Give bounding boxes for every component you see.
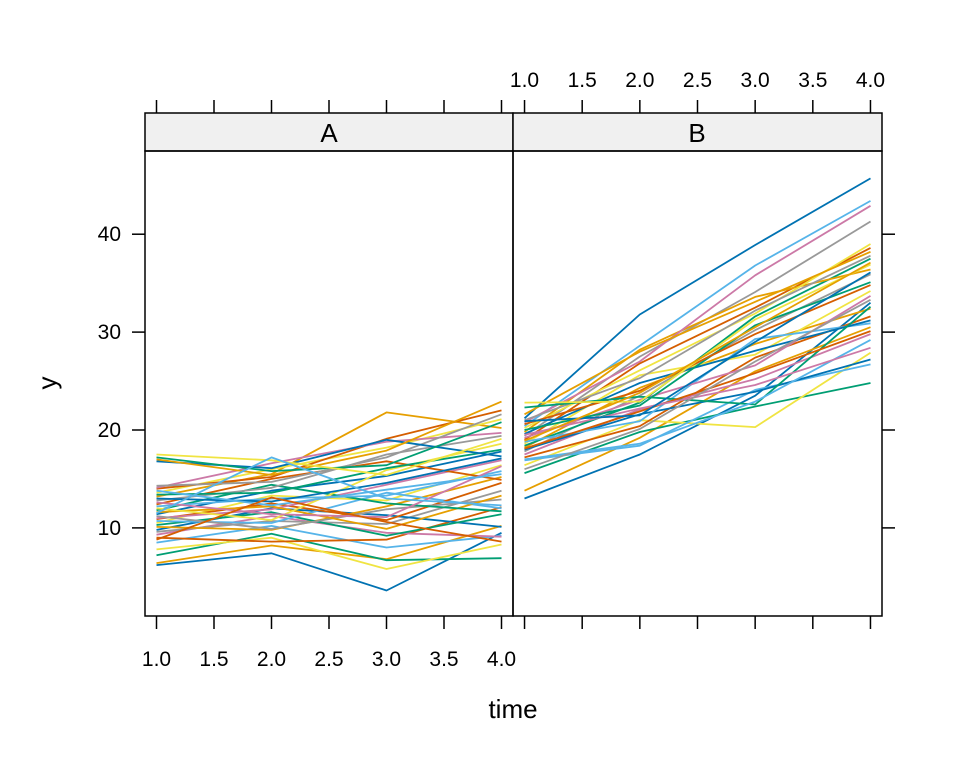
- panel-b-series-line: [524, 261, 871, 442]
- y-tick-label: 20: [98, 419, 121, 442]
- panel-b-series-line: [524, 346, 871, 436]
- panel-a-series-line: [156, 456, 502, 515]
- panel-b-x-tick-label: 3.5: [798, 69, 827, 92]
- panel-b-series-line: [524, 299, 871, 471]
- panel-a-x-tick-label: 2.0: [257, 648, 286, 671]
- x-axis-title: time: [488, 694, 537, 724]
- panel-b-x-tick-label: 1.5: [568, 69, 597, 92]
- panel-b-x-tick-label: 3.0: [741, 69, 770, 92]
- panel-b-x-tick-label: 4.0: [856, 69, 885, 92]
- panel-a-series-line: [156, 473, 502, 507]
- panel-b-series-line: [524, 339, 871, 461]
- panel-a-x-tick-label: 3.5: [429, 648, 458, 671]
- panel-b-series-line: [524, 330, 871, 450]
- panel-a-series-line: [156, 413, 502, 487]
- panel-a-series-line: [156, 432, 502, 489]
- panel-b: B: [512, 112, 883, 617]
- panel-b-series-line: [524, 254, 871, 422]
- panel-b-series-line: [524, 250, 871, 416]
- panel-b-x-tick-label: 2.0: [625, 69, 654, 92]
- y-axis-title: y: [32, 377, 62, 390]
- panel-b-series-line: [524, 205, 871, 423]
- panel-a-series-line: [156, 448, 502, 496]
- panel-b-frame: [512, 150, 883, 617]
- panel-b-series-line: [524, 271, 871, 423]
- panel-a-series-line: [156, 536, 502, 570]
- panel-a-series-line: [156, 506, 502, 543]
- y-tick-label: 40: [98, 223, 121, 246]
- panel-a-series-line: [156, 409, 502, 490]
- panel-a-x-tick-label: 2.5: [314, 648, 343, 671]
- panel-a-series-line: [156, 531, 502, 592]
- panel-b-series-group: [523, 177, 872, 500]
- panel-a-series-line: [156, 465, 502, 518]
- y-tick-label: 10: [98, 517, 121, 540]
- panel-a-strip-label: A: [320, 118, 338, 148]
- panel-b-series-line: [524, 319, 871, 435]
- panel-a-x-tick-label: 1.0: [142, 648, 171, 671]
- panel-a-series-line: [156, 421, 502, 473]
- panel-a-series-group: [156, 400, 502, 592]
- panel-a-series-line: [156, 494, 502, 530]
- panel-b-series-line: [523, 200, 871, 427]
- panel-b-series-line: [523, 220, 871, 437]
- panel-a: A: [144, 112, 514, 617]
- panel-b-series-line: [523, 177, 871, 419]
- panel-a-series-line: [156, 498, 502, 530]
- panel-b-series-line: [524, 351, 871, 467]
- panel-b-x-tick-label: 2.5: [683, 69, 712, 92]
- panel-a-series-line: [156, 437, 502, 476]
- y-tick-label: 30: [98, 321, 121, 344]
- panel-a-x-tick-label: 3.0: [372, 648, 401, 671]
- panel-a-x-tick-label: 4.0: [487, 648, 516, 671]
- panel-a-series-line: [156, 532, 502, 562]
- axes: 1.0 1.5 2.0 2.5 3.0 3.5 4.0 1.0 1.5 2.0 2.5 3.0 3.5 4…: [98, 69, 895, 671]
- panel-b-strip-label: B: [688, 118, 705, 148]
- panel-b-series-line: [524, 326, 871, 492]
- panel-b-x-tick-label: 1.0: [510, 69, 539, 92]
- panel-b-series-line: [524, 284, 871, 425]
- panel-b-series-line: [524, 363, 871, 462]
- panel-a-series-line: [156, 525, 502, 564]
- panel-a-series-line: [156, 400, 502, 476]
- panel-a-series-line: [156, 457, 502, 503]
- panel-a-x-tick-label: 1.5: [199, 648, 228, 671]
- panel-a-strip: [144, 112, 514, 152]
- panel-a-series-line: [156, 496, 502, 543]
- panel-a-series-line: [156, 525, 502, 549]
